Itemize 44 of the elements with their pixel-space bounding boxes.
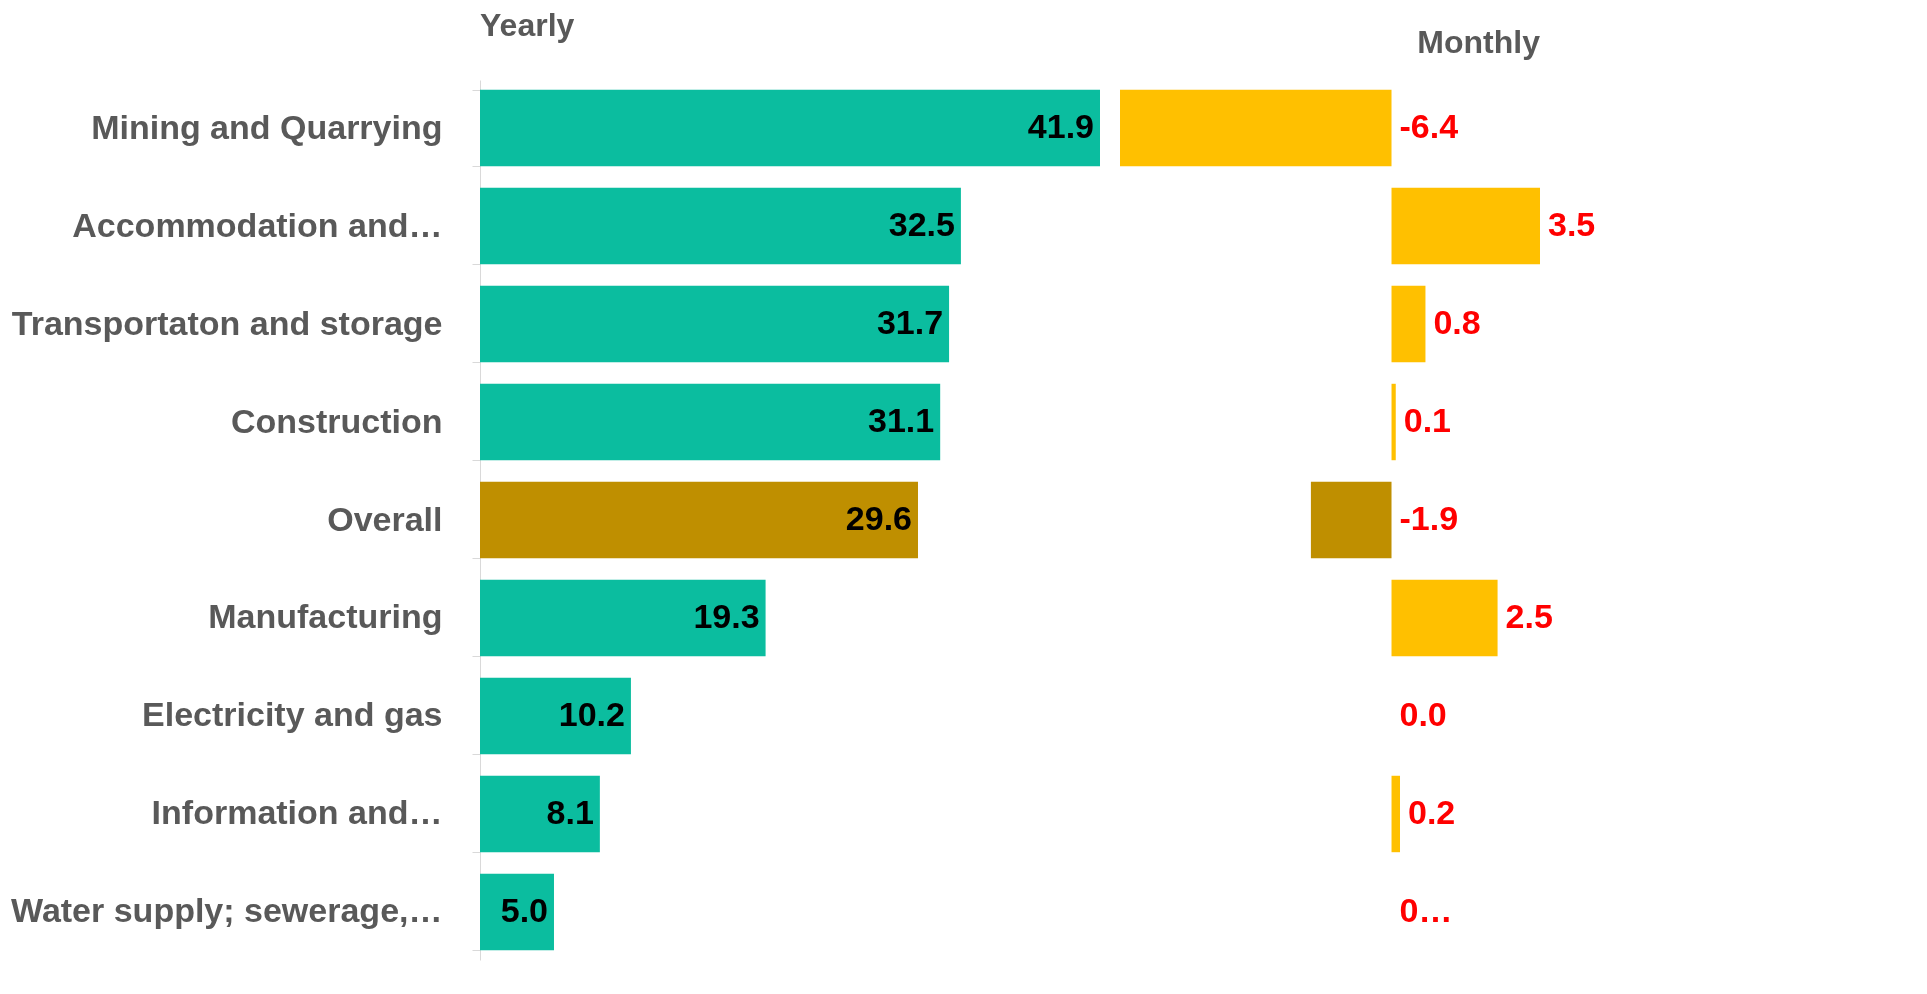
data-label: 19.3 — [693, 597, 760, 635]
y-tick-label: Electricity and gas — [142, 695, 443, 734]
data-label: -6.4 — [1399, 107, 1459, 146]
y-tick-label: Manufacturing — [208, 597, 443, 636]
y-tick-label: Construction — [230, 401, 443, 440]
chart-title: Yearly — [480, 7, 575, 43]
y-tick-label: Mining and Quarrying — [91, 107, 443, 146]
bar — [1391, 775, 1400, 853]
data-label: 8.1 — [546, 792, 594, 831]
bar — [480, 89, 1100, 167]
bar — [1391, 187, 1540, 265]
bar — [1310, 481, 1392, 559]
data-label: 0.1 — [1403, 401, 1452, 439]
data-label: 41.9 — [1027, 107, 1094, 146]
data-label: 2.5 — [1505, 597, 1553, 635]
bar — [480, 481, 918, 559]
y-tick-label: Overall — [327, 499, 443, 538]
bar — [1391, 579, 1498, 657]
data-label: 32.5 — [888, 205, 955, 244]
bar — [1391, 383, 1396, 461]
bar — [1391, 285, 1426, 363]
bar — [480, 285, 950, 363]
bar — [480, 775, 600, 853]
y-tick-label: Water supply; sewerage,… — [11, 891, 443, 930]
bar — [480, 383, 941, 461]
data-label: -1.9 — [1399, 499, 1459, 537]
chart-title: Monthly — [1417, 24, 1541, 60]
data-label: 0.0 — [1399, 694, 1447, 733]
bar — [480, 187, 961, 265]
data-label: 0… — [1399, 890, 1453, 929]
data-label: 31.1 — [868, 401, 935, 439]
data-label: 3.5 — [1548, 205, 1596, 244]
y-tick-label: Information and… — [151, 793, 443, 832]
bar — [480, 677, 631, 755]
y-tick-label: Accommodation and… — [72, 205, 443, 244]
y-tick-label: Transportaton and storage — [11, 303, 443, 342]
data-label: 31.7 — [876, 303, 944, 342]
bar — [1120, 89, 1392, 167]
data-label: 29.6 — [845, 499, 912, 537]
data-label: 5.0 — [500, 890, 548, 929]
data-label: 0.8 — [1433, 303, 1481, 342]
data-label: 0.2 — [1408, 792, 1456, 831]
bar — [480, 579, 766, 657]
data-label: 10.2 — [558, 694, 625, 733]
